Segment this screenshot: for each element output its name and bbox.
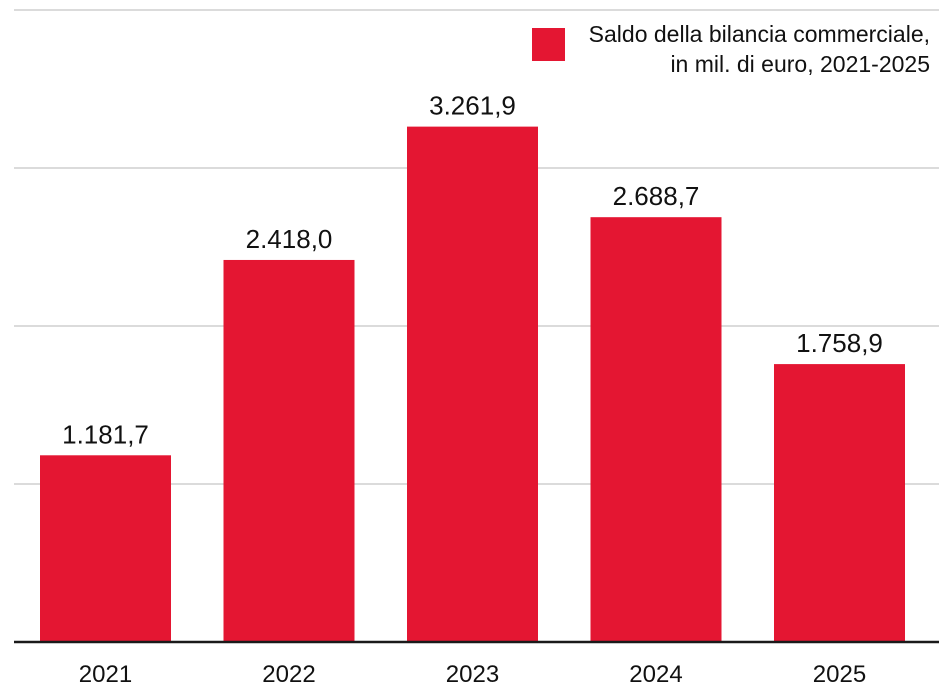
bar-2021 bbox=[40, 455, 171, 642]
value-label-2022: 2.418,0 bbox=[246, 224, 333, 254]
value-label-2023: 3.261,9 bbox=[429, 91, 516, 121]
legend-label-line2: in mil. di euro, 2021-2025 bbox=[670, 51, 930, 77]
value-label-2021: 1.181,7 bbox=[62, 419, 149, 449]
bar-2025 bbox=[774, 364, 905, 642]
value-labels: 1.181,7 2.418,0 3.261,9 2.688,7 1.758,9 bbox=[62, 91, 883, 450]
x-tick-label-2022: 2022 bbox=[262, 661, 315, 687]
bar-2022 bbox=[223, 259, 355, 642]
value-label-2024: 2.688,7 bbox=[613, 181, 700, 211]
bar-2024 bbox=[590, 217, 722, 642]
legend-swatch bbox=[532, 28, 565, 61]
legend: Saldo della bilancia commerciale, in mil… bbox=[532, 21, 930, 77]
value-label-2025: 1.758,9 bbox=[796, 328, 883, 358]
x-tick-label-2024: 2024 bbox=[629, 661, 682, 687]
x-tick-label-2023: 2023 bbox=[446, 661, 499, 687]
bars bbox=[40, 126, 905, 642]
x-tick-label-2025: 2025 bbox=[813, 661, 866, 687]
bar-2023 bbox=[407, 126, 538, 642]
x-tick-label-2021: 2021 bbox=[79, 661, 132, 687]
x-tick-labels: 2021 2022 2023 2024 2025 bbox=[79, 661, 866, 687]
legend-label-line1: Saldo della bilancia commerciale, bbox=[589, 21, 930, 47]
